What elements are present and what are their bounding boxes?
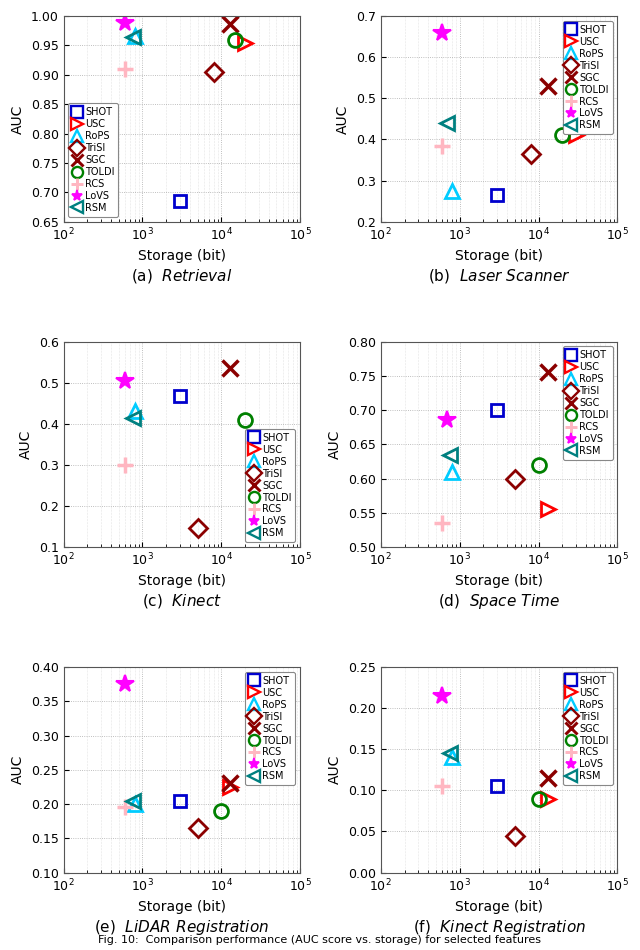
Text: (e)  $\it{LiDAR\ Registration}$: (e) $\it{LiDAR\ Registration}$ [94,918,269,937]
Y-axis label: AUC: AUC [328,429,342,459]
Text: (c)  $\it{Kinect}$: (c) $\it{Kinect}$ [142,592,222,610]
X-axis label: Storage (bit): Storage (bit) [138,900,226,914]
Text: (f)  $\it{Kinect\ Registration}$: (f) $\it{Kinect\ Registration}$ [413,918,586,937]
Legend: SHOT, USC, RoPS, TriSI, SGC, TOLDI, RCS, LoVS, RSM: SHOT, USC, RoPS, TriSI, SGC, TOLDI, RCS,… [68,104,118,217]
X-axis label: Storage (bit): Storage (bit) [138,574,226,588]
Legend: SHOT, USC, RoPS, TriSI, SGC, TOLDI, RCS, LoVS, RSM: SHOT, USC, RoPS, TriSI, SGC, TOLDI, RCS,… [246,428,296,542]
Y-axis label: AUC: AUC [328,755,342,785]
Y-axis label: AUC: AUC [12,755,25,785]
Text: (b)  $\it{Laser\ Scanner}$: (b) $\it{Laser\ Scanner}$ [428,267,570,285]
Text: (a)  $\it{Retrieval}$: (a) $\it{Retrieval}$ [131,267,232,285]
Y-axis label: AUC: AUC [337,104,350,134]
Legend: SHOT, USC, RoPS, TriSI, SGC, TOLDI, RCS, LoVS, RSM: SHOT, USC, RoPS, TriSI, SGC, TOLDI, RCS,… [563,347,612,460]
Y-axis label: AUC: AUC [19,429,33,459]
Text: Fig. 10:  Comparison performance (AUC score vs. storage) for selected features: Fig. 10: Comparison performance (AUC sco… [99,935,541,945]
X-axis label: Storage (bit): Storage (bit) [138,249,226,262]
X-axis label: Storage (bit): Storage (bit) [455,574,543,588]
Legend: SHOT, USC, RoPS, TriSI, SGC, TOLDI, RCS, LoVS, RSM: SHOT, USC, RoPS, TriSI, SGC, TOLDI, RCS,… [246,672,296,786]
Text: (d)  $\it{Space\ Time}$: (d) $\it{Space\ Time}$ [438,592,560,611]
Legend: SHOT, USC, RoPS, TriSI, SGC, TOLDI, RCS, LoVS, RSM: SHOT, USC, RoPS, TriSI, SGC, TOLDI, RCS,… [563,672,612,786]
Legend: SHOT, USC, RoPS, TriSI, SGC, TOLDI, RCS, LoVS, RSM: SHOT, USC, RoPS, TriSI, SGC, TOLDI, RCS,… [563,21,612,134]
Y-axis label: AUC: AUC [11,104,25,134]
X-axis label: Storage (bit): Storage (bit) [455,900,543,914]
X-axis label: Storage (bit): Storage (bit) [455,249,543,262]
